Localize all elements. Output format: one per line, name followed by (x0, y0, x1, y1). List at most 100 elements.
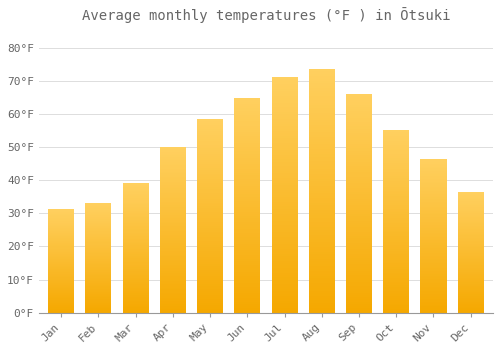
Bar (86, 299, 112, 300)
Bar (420, 237, 446, 239)
Bar (383, 178, 409, 180)
Bar (458, 199, 483, 200)
Bar (272, 249, 297, 251)
Bar (160, 281, 186, 283)
Bar (383, 252, 409, 254)
Bar (458, 288, 483, 290)
Bar (272, 129, 297, 131)
Bar (383, 287, 409, 289)
Bar (458, 210, 483, 211)
Bar (48, 219, 74, 220)
Bar (420, 299, 446, 300)
Bar (197, 189, 223, 191)
Bar (272, 284, 297, 287)
Bar (122, 185, 148, 186)
Bar (272, 157, 297, 159)
Bar (122, 292, 148, 293)
Bar (458, 218, 483, 219)
Bar (197, 264, 223, 266)
Bar (160, 150, 186, 152)
Bar (420, 191, 446, 193)
Bar (197, 195, 223, 197)
Bar (122, 216, 148, 217)
Bar (234, 100, 260, 102)
Bar (383, 261, 409, 264)
Bar (86, 292, 112, 293)
Bar (458, 228, 483, 229)
Bar (86, 259, 112, 260)
Bar (272, 79, 297, 82)
Bar (272, 93, 297, 96)
Bar (383, 202, 409, 203)
Bar (160, 157, 186, 159)
Bar (458, 284, 483, 285)
Bar (86, 271, 112, 272)
Bar (346, 227, 372, 229)
Bar (122, 274, 148, 275)
Bar (383, 212, 409, 214)
Bar (420, 219, 446, 220)
Bar (197, 204, 223, 206)
Bar (308, 174, 335, 176)
Bar (272, 239, 297, 242)
Bar (48, 218, 74, 219)
Bar (420, 274, 446, 276)
Bar (420, 230, 446, 231)
Bar (346, 220, 372, 223)
Bar (420, 203, 446, 205)
Bar (122, 198, 148, 199)
Bar (346, 142, 372, 144)
Bar (86, 279, 112, 280)
Bar (420, 268, 446, 270)
Bar (420, 202, 446, 203)
Bar (308, 232, 335, 234)
Bar (346, 308, 372, 310)
Bar (48, 262, 74, 263)
Bar (197, 123, 223, 125)
Bar (234, 171, 260, 173)
Bar (234, 276, 260, 278)
Bar (458, 270, 483, 272)
Bar (272, 235, 297, 237)
Bar (197, 166, 223, 168)
Bar (272, 103, 297, 105)
Bar (458, 304, 483, 306)
Bar (86, 266, 112, 267)
Bar (86, 209, 112, 210)
Bar (458, 208, 483, 209)
Bar (234, 154, 260, 156)
Bar (458, 274, 483, 275)
Bar (420, 193, 446, 194)
Bar (48, 271, 74, 272)
Bar (272, 178, 297, 181)
Bar (346, 94, 372, 96)
Bar (383, 271, 409, 273)
Bar (308, 237, 335, 239)
Bar (48, 268, 74, 269)
Bar (272, 289, 297, 292)
Bar (197, 121, 223, 123)
Bar (383, 305, 409, 307)
Bar (197, 193, 223, 195)
Bar (308, 288, 335, 291)
Bar (272, 280, 297, 282)
Bar (308, 171, 335, 174)
Bar (86, 288, 112, 289)
Bar (86, 296, 112, 297)
Bar (420, 273, 446, 274)
Bar (122, 310, 148, 312)
Bar (197, 172, 223, 174)
Bar (48, 236, 74, 237)
Bar (160, 268, 186, 270)
Bar (234, 248, 260, 250)
Bar (160, 225, 186, 226)
Bar (122, 234, 148, 235)
Bar (346, 284, 372, 286)
Bar (48, 226, 74, 227)
Bar (234, 164, 260, 166)
Bar (234, 151, 260, 154)
Bar (122, 309, 148, 310)
Bar (160, 217, 186, 218)
Bar (346, 131, 372, 133)
Bar (272, 105, 297, 107)
